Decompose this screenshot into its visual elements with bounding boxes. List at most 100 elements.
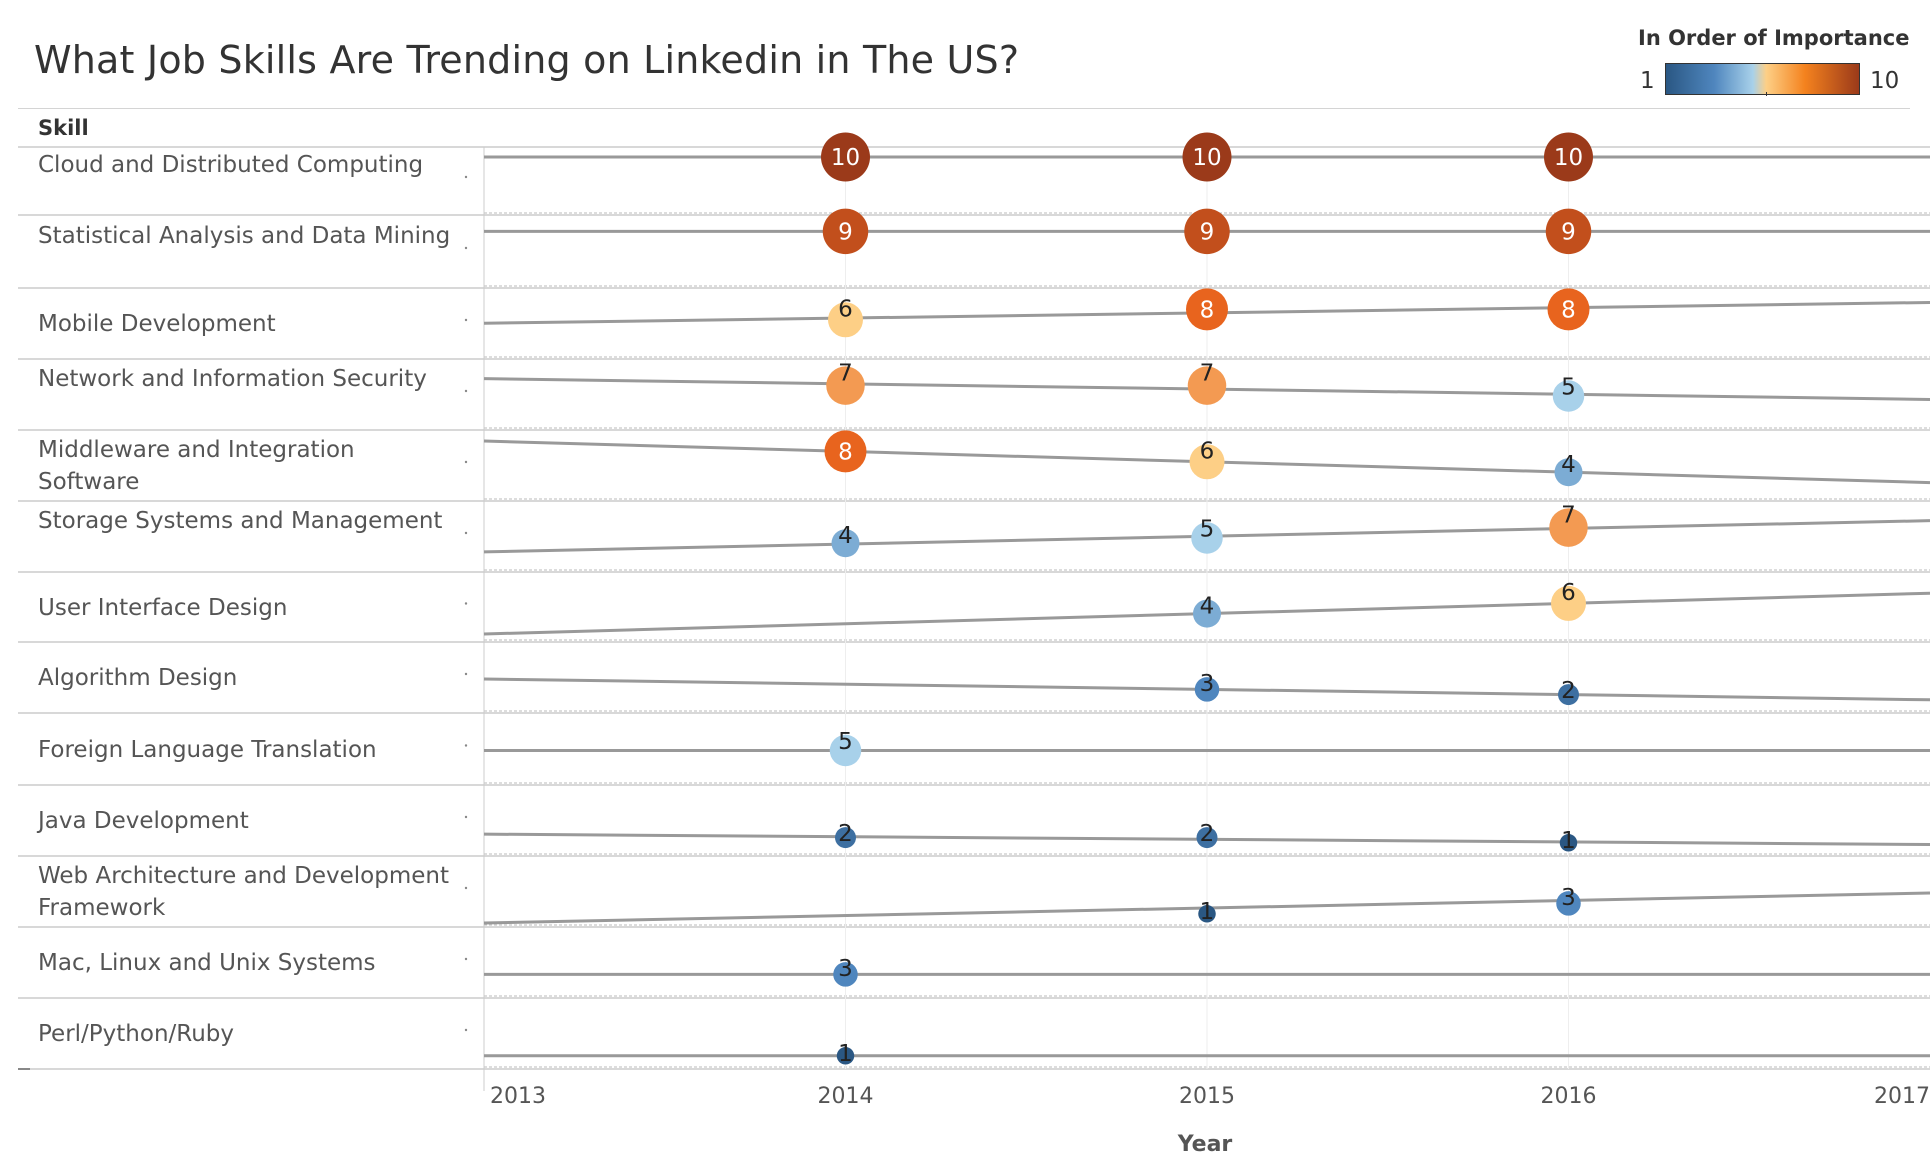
row-marker (464, 815, 468, 819)
skill-label: Mac, Linux and Unix Systems (38, 950, 376, 976)
legend-max-label: 10 (1870, 68, 1900, 94)
data-point (821, 132, 870, 182)
row-marker (464, 886, 468, 890)
data-label: 2 (1200, 821, 1215, 847)
row-marker (464, 389, 468, 393)
data-label: 7 (1200, 360, 1215, 386)
legend-title: In Order of Importance (1638, 26, 1910, 50)
data-label: 9 (1200, 219, 1215, 245)
data-point (831, 529, 860, 558)
skill-label: Statistical Analysis and Data Mining (38, 223, 451, 249)
x-tick-label: 2013 (490, 1084, 546, 1109)
row-marker (464, 957, 468, 961)
data-point (1184, 208, 1230, 255)
data-label: 2 (838, 821, 853, 847)
row-marker (464, 744, 468, 747)
data-point (1549, 508, 1588, 547)
skill-label: Cloud and Distributed Computing (38, 152, 424, 178)
row-marker (464, 1028, 468, 1032)
data-label: 1 (1561, 828, 1576, 854)
data-point (1552, 380, 1585, 412)
data-label: 6 (1200, 438, 1215, 464)
data-point (1544, 132, 1593, 182)
data-label: 10 (831, 145, 860, 171)
data-point (1545, 208, 1592, 255)
x-tick-label: 2016 (1540, 1084, 1597, 1109)
skill-label: User Interface Design (38, 594, 288, 621)
row-marker (464, 602, 468, 605)
data-point (1559, 834, 1578, 852)
data-point (1191, 522, 1223, 554)
data-point (835, 827, 856, 849)
data-label: 8 (838, 439, 853, 465)
data-point (1186, 288, 1228, 331)
data-label: 4 (1200, 594, 1215, 620)
data-label: 10 (1554, 145, 1583, 171)
skill-label: Algorithm Design (38, 665, 238, 691)
data-label: 5 (838, 729, 853, 755)
x-tick-label: 2014 (817, 1084, 874, 1109)
data-point (1551, 585, 1586, 621)
data-label: 9 (838, 219, 853, 245)
skill-label: Java Development (38, 808, 249, 834)
skill-column-header: Skill (38, 116, 89, 140)
data-point (833, 962, 858, 987)
data-label: 6 (1561, 580, 1576, 606)
data-point (828, 302, 863, 338)
data-point (1193, 599, 1221, 628)
data-point (1187, 366, 1227, 405)
skill-label: Middleware and Integration Software (38, 437, 355, 495)
data-point (826, 366, 865, 405)
legend-min-label: 1 (1640, 68, 1655, 94)
color-legend-bar[interactable] (1665, 63, 1860, 95)
data-label: 4 (1561, 452, 1576, 478)
chart-title: What Job Skills Are Trending on Linkedin… (34, 38, 1020, 82)
data-label: 8 (1561, 297, 1576, 323)
skill-label: Mobile Development (38, 311, 276, 337)
data-label: 9 (1561, 219, 1576, 245)
x-tick-label: 2017 (1874, 1084, 1930, 1109)
data-label: 3 (1200, 671, 1215, 697)
skill-label: Foreign Language Translation (38, 736, 377, 763)
row-marker (464, 531, 468, 535)
row-marker (464, 672, 468, 676)
data-label: 5 (1561, 374, 1576, 400)
skill-label: Storage Systems and Management (38, 508, 443, 534)
data-label: 1 (1200, 899, 1215, 925)
row-marker (464, 246, 468, 250)
data-label: 4 (838, 523, 853, 549)
data-point (822, 208, 869, 255)
data-point (836, 1047, 855, 1065)
data-label: 7 (1561, 502, 1576, 528)
header-divider (18, 108, 1910, 109)
data-label: 10 (1192, 145, 1221, 171)
data-point (1547, 288, 1590, 331)
legend-marker (1766, 92, 1767, 96)
data-point (829, 734, 862, 767)
row-marker (464, 318, 468, 322)
data-label: 5 (1200, 516, 1215, 542)
x-tick-label: 2015 (1179, 1084, 1235, 1109)
x-axis-title: Year (1177, 1132, 1233, 1157)
row-marker (464, 175, 468, 179)
data-label: 6 (838, 296, 853, 322)
data-point (1558, 684, 1579, 706)
data-point (824, 430, 867, 473)
data-point (1189, 444, 1225, 480)
data-label: 1 (838, 1041, 853, 1067)
data-label: 7 (838, 360, 853, 386)
skill-label: Perl/Python/Ruby (38, 1021, 235, 1047)
data-label: 3 (1561, 885, 1576, 911)
row-marker (464, 460, 468, 464)
data-point (1194, 677, 1220, 702)
data-point (1554, 458, 1583, 487)
skill-label: Network and Information Security (38, 366, 427, 392)
skill-label: Web Architecture and Development Framewo… (38, 863, 449, 921)
data-point (1556, 891, 1581, 916)
data-label: 2 (1561, 678, 1576, 704)
data-point (1198, 905, 1216, 923)
data-label: 3 (838, 956, 853, 982)
data-label: 8 (1200, 297, 1215, 323)
data-point (1182, 132, 1232, 182)
